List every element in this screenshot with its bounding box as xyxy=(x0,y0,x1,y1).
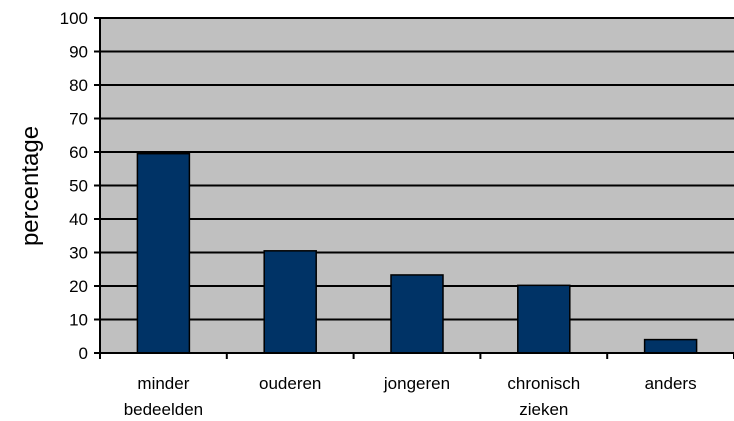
y-tick-label: 90 xyxy=(69,43,88,62)
bars xyxy=(136,152,698,354)
y-tick-label: 0 xyxy=(79,344,88,363)
y-tick-label: 70 xyxy=(69,110,88,129)
y-tick-label: 30 xyxy=(69,244,88,263)
y-tick-labels: 0 10 20 30 40 50 60 70 80 90 100 xyxy=(60,9,88,363)
axes xyxy=(94,17,734,359)
bar xyxy=(136,152,191,354)
x-tick-label: minder bedeelden xyxy=(124,374,203,419)
category-labels: minder bedeelden ouderen jongeren chronisch z… xyxy=(124,374,697,419)
y-tick-label: 20 xyxy=(69,277,88,296)
y-axis-title: percentage xyxy=(17,126,44,246)
y-tick-label: 40 xyxy=(69,210,88,229)
x-tick-label: chronisch zieken xyxy=(507,374,580,419)
y-tick-label: 50 xyxy=(69,177,88,196)
x-tick-label: ouderen xyxy=(259,374,321,393)
bar xyxy=(517,284,571,354)
bar xyxy=(390,274,444,354)
bar xyxy=(263,250,317,354)
x-tick-label: jongeren xyxy=(383,374,450,393)
y-tick-label: 100 xyxy=(60,9,88,28)
y-tick-label: 10 xyxy=(69,311,88,330)
bar xyxy=(643,338,698,354)
x-tick-label: anders xyxy=(645,374,697,393)
y-tick-label: 80 xyxy=(69,76,88,95)
y-tick-label: 60 xyxy=(69,143,88,162)
